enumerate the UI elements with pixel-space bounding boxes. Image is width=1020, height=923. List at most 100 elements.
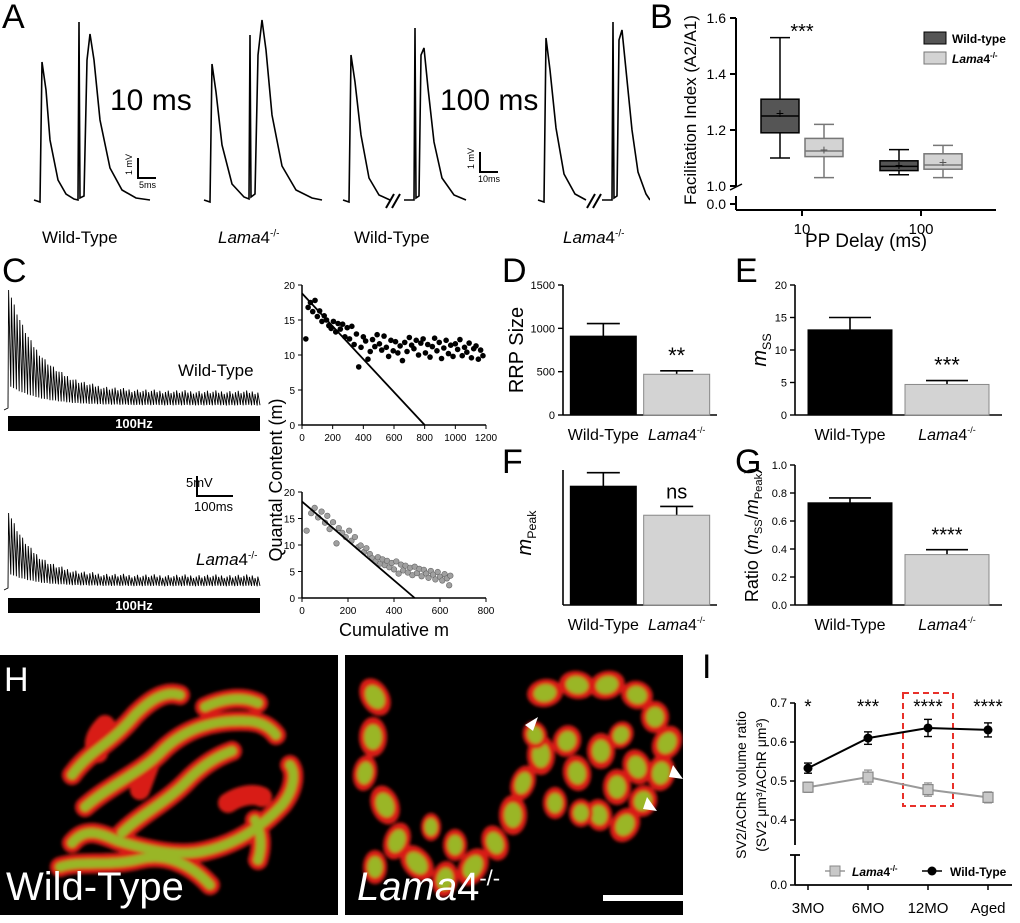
tick-label-y: 1.0	[772, 460, 787, 472]
ko-terminal-green	[527, 726, 543, 744]
data-point	[464, 349, 470, 355]
bar-lama4	[643, 514, 711, 606]
data-point	[360, 334, 367, 340]
data-point	[372, 343, 378, 350]
data-point	[431, 335, 438, 341]
x-axis-title: Cumulative m	[339, 620, 449, 640]
panel-c-trains	[3, 289, 261, 591]
c-ko-label: Lama4-/-	[196, 550, 258, 569]
data-point	[337, 326, 344, 332]
legend-swatch	[923, 31, 947, 45]
tick-label-x: 1000	[444, 433, 467, 444]
tick-label-y: 1.4	[707, 66, 727, 82]
data-point	[335, 320, 341, 327]
highlight-box	[902, 692, 954, 807]
ko-terminal-green	[565, 676, 589, 694]
tick-label-x: 10	[794, 221, 811, 238]
ko-terminal-green	[657, 732, 677, 754]
bar-wild-type	[569, 485, 637, 606]
tick-label-x: Wild-Type	[814, 427, 885, 444]
tick-label-y: 500	[537, 367, 555, 379]
panel-a-traces	[33, 19, 650, 209]
data-point	[459, 352, 466, 359]
tick-label-y: 5	[289, 386, 295, 397]
scale-a2-y: 1 mV	[466, 147, 476, 169]
data-point	[390, 566, 398, 573]
data-point	[862, 771, 874, 783]
legend-label: Lama4-/-	[852, 864, 898, 879]
data-point	[324, 512, 331, 519]
bar-wild-type	[807, 329, 893, 416]
data-point	[461, 344, 468, 351]
ko-terminal-green	[590, 805, 608, 825]
tick-label-x: 200	[340, 606, 357, 617]
panel-label-d: D	[502, 252, 527, 290]
ko-terminal-green	[447, 835, 463, 855]
tick-label-y: 1.2	[707, 122, 727, 138]
ko-terminal-green	[504, 802, 522, 828]
tick-label-x: Wild-Type	[568, 617, 639, 634]
data-point	[390, 348, 397, 354]
tick-label-x: 12MO	[908, 900, 949, 917]
data-point	[393, 558, 400, 565]
a-wt-label-2: Wild-Type	[354, 228, 430, 247]
c-scale-bar	[196, 476, 233, 497]
data-point	[351, 533, 358, 541]
ko-terminal-green	[486, 832, 504, 854]
data-point	[318, 508, 325, 515]
tick-label-y: 15	[284, 316, 296, 327]
data-point	[404, 348, 410, 355]
ko-terminal-green	[406, 851, 428, 875]
scale-bars	[137, 152, 498, 179]
data-point	[381, 333, 387, 339]
tick-label-x: 6MO	[852, 900, 885, 917]
panel-label-h: H	[4, 661, 29, 699]
tick-label-y: 15	[775, 313, 787, 325]
ko-terminal-green	[592, 739, 610, 763]
x-axis-title: PP Delay (ms)	[805, 231, 927, 252]
stim-bar-wt: 100Hz	[8, 416, 260, 431]
bar-lama4	[643, 373, 711, 416]
a-ko-label: Lama4-/-	[218, 228, 280, 247]
tick-label-y: 5	[289, 568, 295, 579]
interval-100ms: 100 ms	[440, 84, 539, 117]
data-point	[346, 336, 353, 342]
legend-marker	[927, 866, 937, 876]
data-point	[399, 357, 406, 364]
data-point	[378, 347, 385, 353]
fit-line	[301, 292, 426, 426]
y-axis-title: mSS	[749, 333, 774, 366]
trace-wt-100ms-b	[404, 27, 467, 201]
data-point	[357, 542, 364, 549]
data-point	[450, 353, 456, 360]
data-point	[446, 582, 453, 589]
data-point	[480, 352, 486, 359]
chart-i-line: 0.7 0.6 0.5 0.4 0.0 3MO 6MO 12MO Aged SV2/AChR vo…	[733, 692, 1012, 917]
ko-terminal-green	[364, 724, 382, 750]
significance: ****	[973, 697, 1003, 718]
data-point	[355, 364, 362, 370]
data-point	[388, 337, 394, 344]
bar-lama4	[904, 383, 990, 416]
data-point	[397, 343, 403, 349]
ko-terminal-green	[627, 756, 647, 778]
data-point	[445, 350, 452, 357]
tick-label-x: 1200	[475, 433, 498, 444]
ko-terminal-green	[573, 804, 589, 822]
data-point	[321, 313, 328, 319]
data-point	[432, 576, 439, 583]
trace-ko-100ms-b	[602, 21, 650, 201]
trace-ko-100ms	[537, 37, 587, 204]
tick-label-y: 0.6	[772, 516, 787, 528]
data-point	[401, 339, 408, 346]
tick-label-y: 5	[781, 378, 787, 390]
ko-terminal-green	[436, 867, 454, 891]
y-axis-title: mPeak	[514, 510, 539, 556]
tick-label-x: 100	[908, 221, 933, 238]
data-point	[863, 733, 873, 743]
y-axis-title: Facilitation Index (A2/A1)	[681, 15, 700, 205]
tick-label-x: Lama4-/-	[648, 615, 705, 634]
data-point	[349, 323, 355, 330]
data-point	[309, 308, 316, 315]
